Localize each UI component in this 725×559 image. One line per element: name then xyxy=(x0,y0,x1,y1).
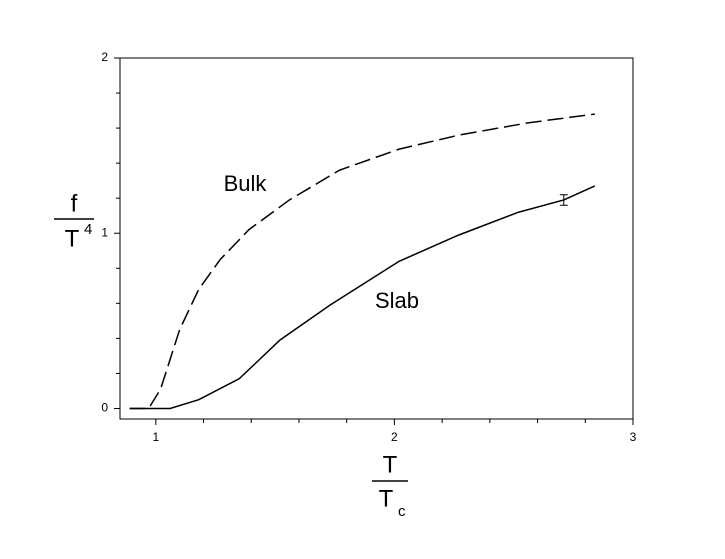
y-label-denominator: T xyxy=(65,225,80,252)
series-line xyxy=(129,185,596,410)
series-label: Slab xyxy=(375,288,419,313)
x-tick-label: 3 xyxy=(630,430,637,444)
series-line xyxy=(129,113,595,410)
y-tick-label: 2 xyxy=(101,50,108,64)
y-label-numerator: f xyxy=(71,190,78,217)
y-label-sup: 4 xyxy=(84,221,92,238)
x-tick-label: 1 xyxy=(152,430,159,444)
x-label-sub: c xyxy=(398,503,406,520)
x-label-numerator: T xyxy=(383,451,398,478)
error-bar xyxy=(559,194,568,206)
y-tick-label: 1 xyxy=(101,225,108,239)
plot-frame xyxy=(119,57,634,420)
series-label: Bulk xyxy=(224,171,268,196)
x-tick-label: 2 xyxy=(391,430,398,444)
x-label-denominator: T xyxy=(379,485,394,512)
y-tick-label: 0 xyxy=(101,401,108,415)
